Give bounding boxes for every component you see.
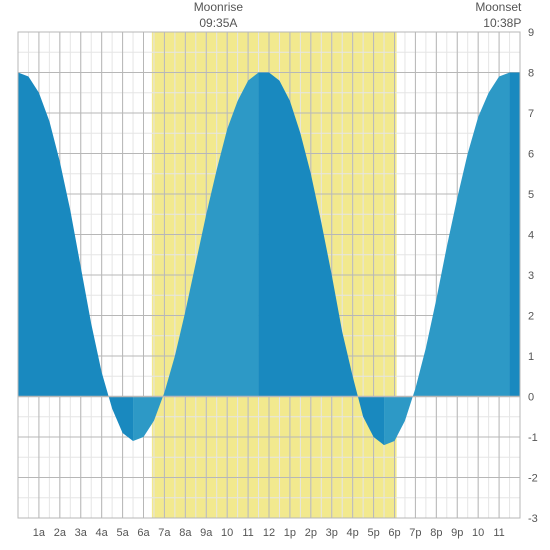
svg-text:0: 0 [528, 392, 534, 404]
svg-text:9p: 9p [451, 527, 463, 539]
svg-text:10: 10 [472, 527, 484, 539]
svg-text:1a: 1a [33, 527, 46, 539]
svg-text:5: 5 [528, 189, 534, 201]
svg-text:2: 2 [528, 311, 534, 323]
svg-text:6: 6 [528, 149, 534, 161]
svg-text:7p: 7p [409, 527, 421, 539]
svg-text:3a: 3a [75, 527, 88, 539]
svg-text:1p: 1p [284, 527, 296, 539]
svg-text:1: 1 [528, 351, 534, 363]
svg-text:8a: 8a [179, 527, 192, 539]
chart-svg: -3-2-101234567891a2a3a4a5a6a7a8a9a101112… [0, 0, 550, 550]
svg-text:5a: 5a [116, 527, 129, 539]
moonrise-header: Moonrise 09:35A [188, 0, 248, 31]
svg-text:-2: -2 [528, 473, 538, 485]
svg-text:8p: 8p [430, 527, 442, 539]
svg-text:3: 3 [528, 270, 534, 282]
svg-text:3p: 3p [326, 527, 338, 539]
moonset-label: Moonset [461, 0, 521, 16]
moonset-header: Moonset 10:38P [461, 0, 521, 31]
svg-text:12: 12 [263, 527, 275, 539]
moonrise-time: 09:35A [188, 16, 248, 32]
svg-text:7: 7 [528, 108, 534, 120]
svg-text:11: 11 [242, 527, 253, 539]
moonset-time: 10:38P [461, 16, 521, 32]
tide-chart: -3-2-101234567891a2a3a4a5a6a7a8a9a101112… [0, 0, 550, 550]
svg-text:11: 11 [493, 527, 504, 539]
svg-text:6p: 6p [388, 527, 400, 539]
svg-text:2a: 2a [54, 527, 67, 539]
svg-text:5p: 5p [367, 527, 379, 539]
svg-text:7a: 7a [158, 527, 171, 539]
svg-text:6a: 6a [137, 527, 150, 539]
svg-text:2p: 2p [305, 527, 317, 539]
svg-text:4a: 4a [96, 527, 109, 539]
svg-text:-1: -1 [528, 432, 538, 444]
svg-text:4: 4 [528, 230, 534, 242]
svg-text:-3: -3 [528, 513, 538, 525]
svg-text:9: 9 [528, 27, 534, 39]
svg-text:9a: 9a [200, 527, 213, 539]
svg-text:10: 10 [221, 527, 233, 539]
svg-text:8: 8 [528, 68, 534, 80]
svg-text:4p: 4p [347, 527, 359, 539]
moonrise-label: Moonrise [188, 0, 248, 16]
